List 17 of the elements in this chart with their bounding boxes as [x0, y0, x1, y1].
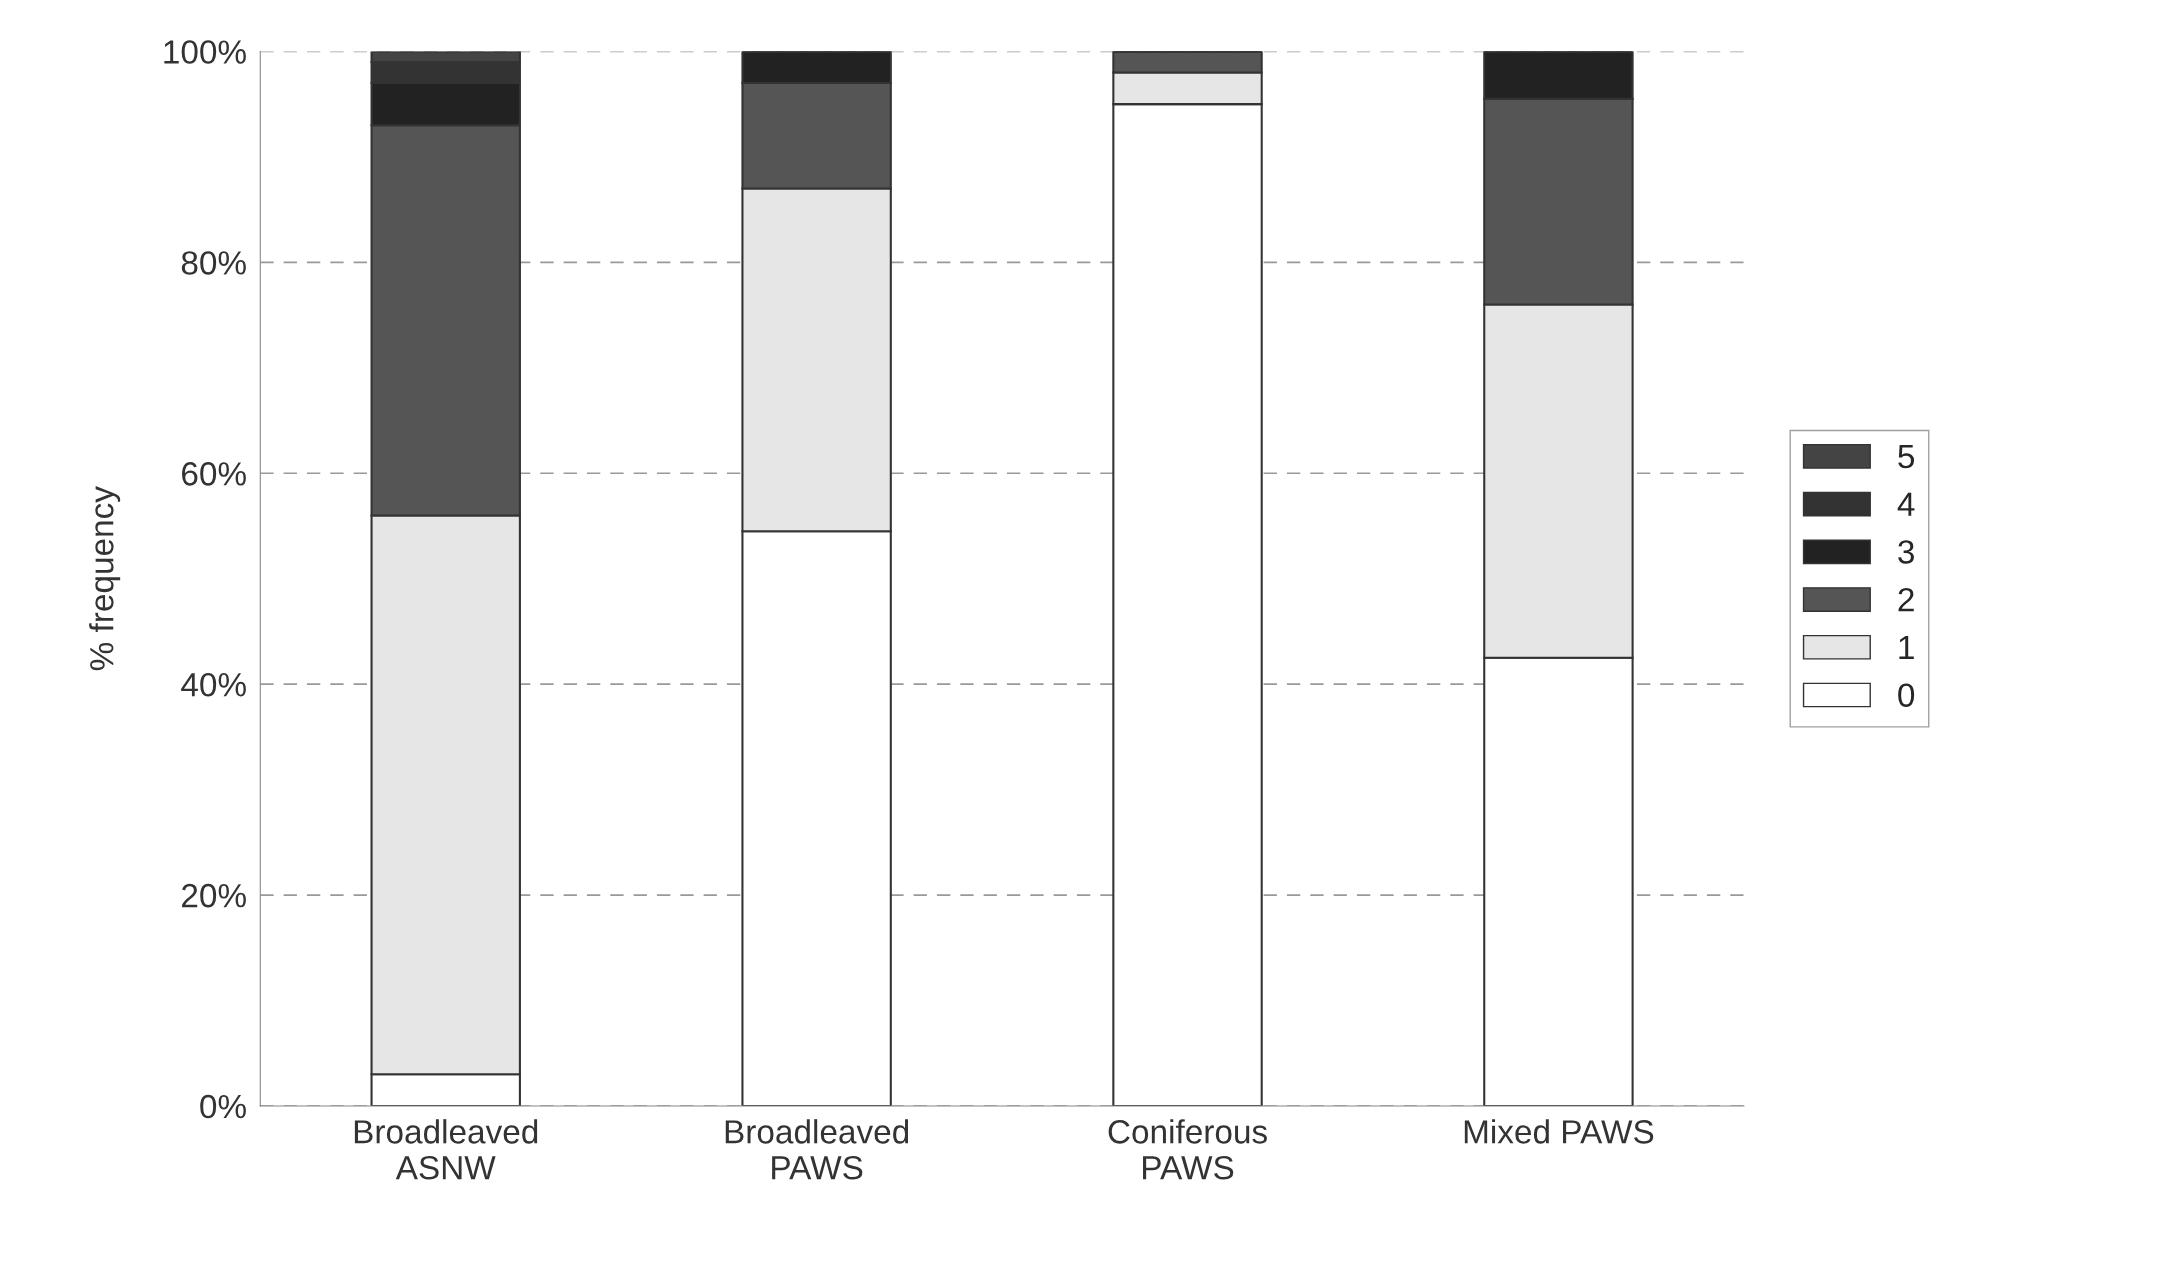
x-tick-label: Broadleaved ASNW	[354, 1119, 538, 1180]
y-tick-label: 40%	[181, 672, 246, 697]
legend-label: 3	[1898, 540, 1914, 564]
y-axis-title: % frequency	[89, 486, 121, 671]
legend-label: 0	[1898, 683, 1915, 707]
x-tick-label: Coniferous PAWS	[1108, 1119, 1267, 1180]
legend-label: 1	[1899, 636, 1914, 659]
y-tick-label: 0%	[200, 1094, 246, 1119]
x-tick-label: Mixed PAWS	[1464, 1119, 1654, 1144]
y-tick-label: 100%	[164, 40, 246, 64]
y-tick-label: 80%	[181, 251, 246, 275]
legend-label: 2	[1898, 587, 1914, 612]
legend-label: 4	[1897, 492, 1915, 516]
y-tick-label: 20%	[182, 883, 246, 908]
x-tick-label: Broadleaved PAWS	[725, 1119, 909, 1180]
legend-label: 5	[1898, 445, 1915, 469]
y-tick-label: 60%	[182, 462, 246, 486]
